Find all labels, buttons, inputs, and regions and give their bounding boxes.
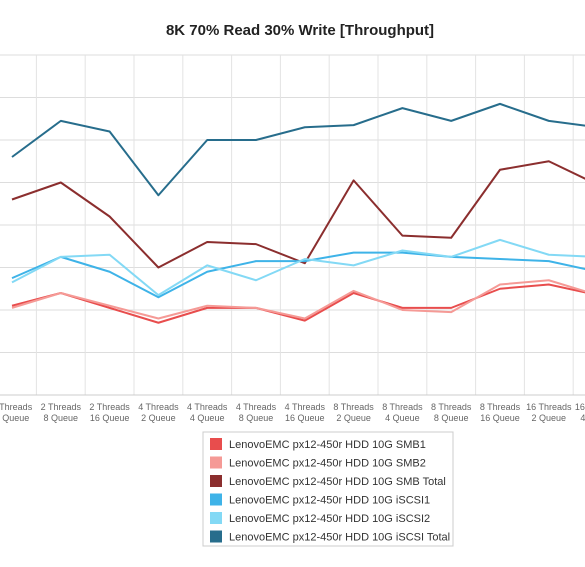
x-tick-label: 4 Threads 8 Queue bbox=[236, 402, 277, 423]
legend: LenovoEMC px12-450r HDD 10G SMB1 LenovoEM… bbox=[202, 431, 454, 547]
legend-swatch bbox=[210, 438, 222, 450]
x-tick-label: 4 Threads 4 Queue bbox=[187, 402, 228, 423]
chart-title: 8K 70% Read 30% Write [Throughput] bbox=[166, 22, 434, 39]
x-tick-label: 8 Threads 8 Queue bbox=[431, 402, 472, 423]
legend-label: LenovoEMC px12-450r HDD 10G SMB1 bbox=[229, 439, 426, 451]
legend-label: LenovoEMC px12-450r HDD 10G SMB Total bbox=[229, 476, 446, 488]
series-line-4 bbox=[11, 251, 585, 299]
legend-label: LenovoEMC px12-450r HDD 10G iSCSI1 bbox=[229, 495, 430, 507]
x-tick-label: 2 Threads 8 Queue bbox=[41, 402, 82, 423]
legend-swatch bbox=[210, 475, 222, 487]
series-line-2 bbox=[11, 279, 585, 320]
x-tick-label: 4 Threads 16 Queue bbox=[285, 402, 326, 423]
x-tick-label: 8 Threads 2 Queue bbox=[333, 402, 374, 423]
series-line-3 bbox=[11, 160, 585, 269]
x-tick-label: 8 Threads 4 Queue bbox=[382, 402, 423, 423]
x-tick-label: 8 Threads 16 Queue bbox=[480, 402, 521, 423]
grid-lines bbox=[0, 54, 585, 396]
x-tick-label: 4 Threads 2 Queue bbox=[138, 402, 179, 423]
legend-swatch bbox=[210, 512, 222, 524]
legend-label: LenovoEMC px12-450r HDD 10G SMB2 bbox=[229, 458, 426, 470]
series-line-5 bbox=[11, 238, 585, 297]
x-tick-label: 2 Threads 16 Queue bbox=[89, 402, 130, 423]
legend-swatch bbox=[210, 456, 222, 469]
legend-swatch bbox=[210, 530, 222, 543]
x-tick-label: 16 Threads 2 Queue bbox=[526, 402, 572, 423]
series-line-1 bbox=[11, 283, 585, 324]
legend-swatch bbox=[210, 493, 222, 506]
series-lines bbox=[11, 102, 585, 324]
legend-label: LenovoEMC px12-450r HDD 10G iSCSI2 bbox=[229, 513, 430, 525]
series-line-6 bbox=[11, 102, 585, 197]
legend-label: LenovoEMC px12-450r HDD 10G iSCSI Total bbox=[229, 532, 450, 544]
legend-box bbox=[202, 431, 454, 547]
